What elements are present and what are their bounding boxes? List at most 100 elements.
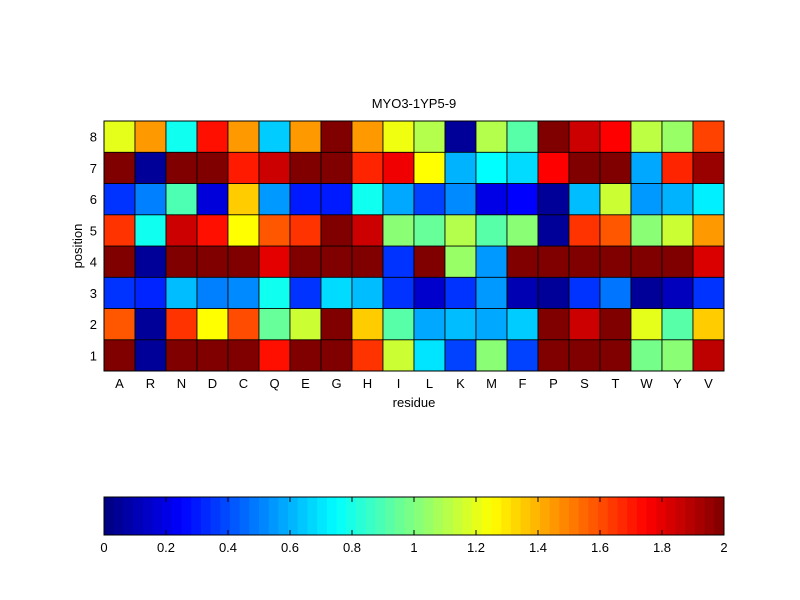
colorbar-tick-label: 0.2	[157, 540, 175, 555]
cell-K-4	[444, 245, 477, 278]
y-tick-label: 1	[90, 348, 97, 363]
colorbar-segment	[278, 497, 289, 535]
chart-title: MYO3-1YP5-9	[372, 96, 457, 111]
cell-L-1	[413, 339, 446, 372]
cell-D-1	[196, 339, 229, 372]
cell-G-1	[320, 339, 353, 372]
x-tick-label: Y	[673, 376, 682, 391]
cell-G-2	[320, 308, 353, 341]
colorbar-segment	[569, 497, 580, 535]
colorbar-segment	[123, 497, 134, 535]
cell-W-8	[630, 120, 663, 153]
cell-S-3	[568, 276, 601, 309]
colorbar-segment	[656, 497, 667, 535]
cell-A-1	[103, 339, 136, 372]
colorbar-segment	[297, 497, 308, 535]
colorbar-segment	[530, 497, 541, 535]
cell-P-1	[537, 339, 570, 372]
y-tick-label: 2	[90, 317, 97, 332]
colorbar-segment	[646, 497, 657, 535]
cell-K-1	[444, 339, 477, 372]
y-tick-label: 8	[90, 130, 97, 145]
cell-H-3	[351, 276, 384, 309]
cell-G-5	[320, 214, 353, 247]
cell-W-2	[630, 308, 663, 341]
cell-E-7	[289, 151, 322, 184]
cell-M-7	[475, 151, 508, 184]
cell-F-3	[506, 276, 539, 309]
colorbar-segment	[404, 497, 415, 535]
cell-N-3	[165, 276, 198, 309]
colorbar-segment	[229, 497, 241, 535]
cell-Y-4	[661, 245, 694, 278]
cell-P-5	[537, 214, 570, 247]
cell-A-2	[103, 308, 136, 341]
cell-P-7	[537, 151, 570, 184]
cell-F-8	[506, 120, 539, 153]
x-tick-label: M	[486, 376, 497, 391]
colorbar-segment	[326, 497, 337, 535]
cell-E-3	[289, 276, 322, 309]
cell-R-4	[134, 245, 167, 278]
cell-H-6	[351, 183, 384, 216]
cell-C-5	[227, 214, 260, 247]
colorbar-segment	[249, 497, 260, 535]
cell-N-5	[165, 214, 198, 247]
colorbar-segment	[665, 497, 677, 535]
x-tick-label: Q	[269, 376, 279, 391]
cell-E-5	[289, 214, 322, 247]
colorbar-segment	[694, 497, 706, 535]
cell-W-7	[630, 151, 663, 184]
cell-G-3	[320, 276, 353, 309]
cell-V-2	[692, 308, 725, 341]
cell-K-7	[444, 151, 477, 184]
cell-W-3	[630, 276, 663, 309]
colorbar-segment	[520, 497, 531, 535]
colorbar-segment	[394, 497, 405, 535]
colorbar-segment	[336, 497, 347, 535]
colorbar-tick-label: 0.8	[343, 540, 361, 555]
cell-T-6	[599, 183, 632, 216]
cell-H-8	[351, 120, 384, 153]
x-tick-label: W	[640, 376, 653, 391]
colorbar-segment	[365, 497, 376, 535]
colorbar-segment	[191, 497, 202, 535]
cell-E-1	[289, 339, 322, 372]
x-tick-label: K	[456, 376, 465, 391]
cell-R-6	[134, 183, 167, 216]
cell-F-4	[506, 245, 539, 278]
colorbar-tick-label: 0	[100, 540, 107, 555]
cell-A-5	[103, 214, 136, 247]
colorbar-segment	[598, 497, 609, 535]
cell-A-3	[103, 276, 136, 309]
colorbar-segment	[423, 497, 434, 535]
cell-C-1	[227, 339, 260, 372]
colorbar-segment	[714, 497, 725, 535]
y-tick-label: 4	[90, 255, 97, 270]
cell-K-3	[444, 276, 477, 309]
cell-P-3	[537, 276, 570, 309]
cell-Q-4	[258, 245, 291, 278]
x-tick-label: T	[612, 376, 620, 391]
cell-S-6	[568, 183, 601, 216]
x-tick-label: G	[331, 376, 341, 391]
colorbar-tick-label: 1.2	[467, 540, 485, 555]
cell-P-8	[537, 120, 570, 153]
cell-C-4	[227, 245, 260, 278]
cell-G-6	[320, 183, 353, 216]
cell-V-1	[692, 339, 725, 372]
cell-Y-7	[661, 151, 694, 184]
x-tick-label: L	[426, 376, 433, 391]
colorbar-segment	[472, 497, 483, 535]
x-tick-label: S	[580, 376, 589, 391]
cell-Q-5	[258, 214, 291, 247]
cell-C-8	[227, 120, 260, 153]
colorbar-segment	[685, 497, 696, 535]
cell-E-4	[289, 245, 322, 278]
y-tick-label: 6	[90, 192, 97, 207]
colorbar-segment	[375, 497, 386, 535]
cell-T-5	[599, 214, 632, 247]
cell-W-1	[630, 339, 663, 372]
cell-K-5	[444, 214, 477, 247]
colorbar-segment	[578, 497, 589, 535]
